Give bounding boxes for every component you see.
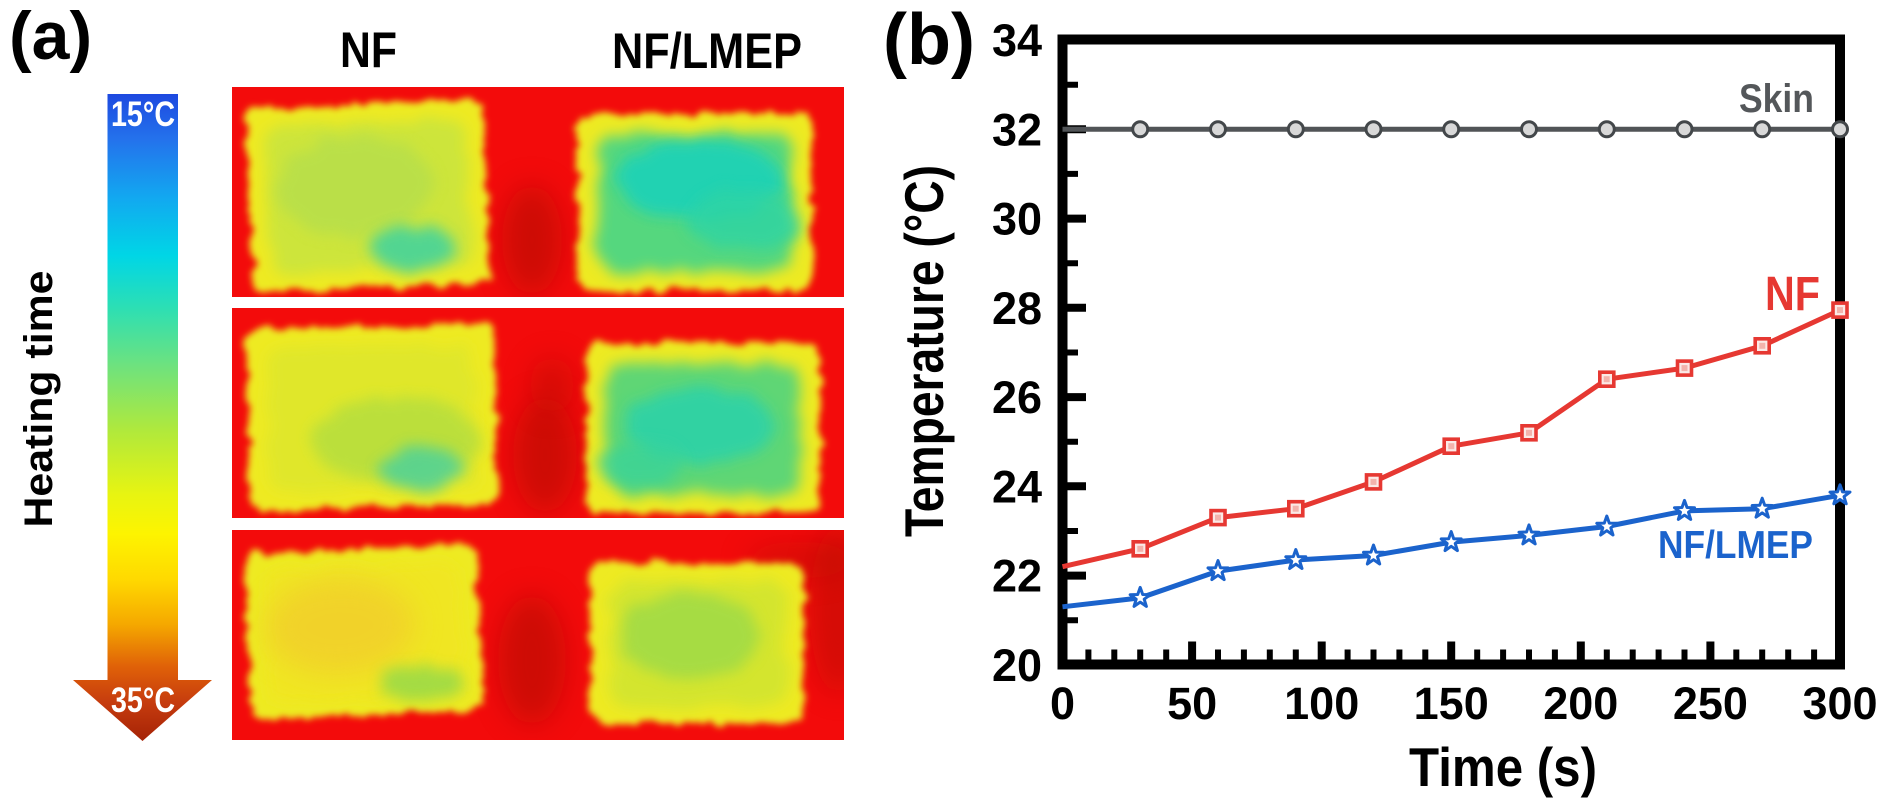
svg-text:24: 24 xyxy=(992,461,1042,512)
svg-text:35°C: 35°C xyxy=(111,681,175,720)
svg-text:22: 22 xyxy=(992,551,1042,602)
svg-text:0: 0 xyxy=(1050,678,1075,729)
svg-text:34: 34 xyxy=(992,15,1042,66)
svg-text:(a): (a) xyxy=(9,0,92,74)
svg-text:100: 100 xyxy=(1284,678,1359,729)
svg-text:28: 28 xyxy=(992,283,1042,334)
svg-text:Temperature (°C): Temperature (°C) xyxy=(893,165,955,537)
svg-text:(b): (b) xyxy=(883,0,975,80)
svg-text:Skin: Skin xyxy=(1739,77,1814,121)
svg-text:NF/LMEP: NF/LMEP xyxy=(1658,524,1813,567)
svg-text:30: 30 xyxy=(992,194,1042,245)
svg-text:250: 250 xyxy=(1673,678,1748,729)
svg-text:Time (s): Time (s) xyxy=(1409,736,1597,798)
svg-text:20: 20 xyxy=(992,640,1042,691)
svg-text:300: 300 xyxy=(1802,678,1877,729)
svg-text:200: 200 xyxy=(1543,678,1618,729)
svg-text:26: 26 xyxy=(992,372,1042,423)
svg-text:50: 50 xyxy=(1167,678,1217,729)
svg-text:15°C: 15°C xyxy=(111,95,175,134)
svg-text:NF/LMEP: NF/LMEP xyxy=(612,23,802,79)
svg-text:150: 150 xyxy=(1414,678,1489,729)
svg-text:32: 32 xyxy=(992,104,1042,155)
svg-text:Heating time: Heating time xyxy=(17,271,61,528)
svg-text:NF: NF xyxy=(340,22,397,78)
svg-text:NF: NF xyxy=(1765,268,1820,321)
